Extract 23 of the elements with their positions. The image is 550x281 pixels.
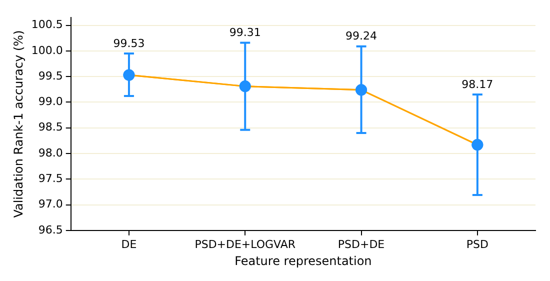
annotation: 99.31	[229, 26, 261, 40]
annotation: 99.24	[346, 30, 378, 43]
x-tick-label: PSD+DE+LOGVAR	[194, 238, 296, 251]
x-tick-label: PSD	[466, 238, 488, 251]
y-tick-label: 100.5	[31, 18, 63, 32]
y-tick-label: 99.0	[38, 95, 63, 108]
point	[123, 69, 135, 81]
annotation: 98.17	[462, 78, 494, 91]
x-tick-label: PSD+DE	[338, 238, 385, 251]
y-axis-title: Validation Rank-1 accuracy (%)	[11, 30, 26, 218]
y-tick-label: 97.0	[38, 198, 63, 211]
y-tick-label: 99.5	[38, 69, 63, 82]
point	[356, 84, 368, 96]
x-tick-label: DE	[121, 238, 137, 251]
y-tick-label: 98.0	[38, 146, 63, 160]
y-tick-label: 100.0	[31, 44, 63, 57]
point	[239, 80, 251, 92]
x-axis-title: Feature representation	[234, 254, 372, 268]
y-tick-label: 98.5	[38, 120, 63, 134]
y-tick-label: 97.5	[38, 172, 63, 185]
y-tick-label: 96.5	[38, 223, 63, 236]
point	[472, 139, 484, 151]
annotation: 99.53	[113, 36, 145, 50]
